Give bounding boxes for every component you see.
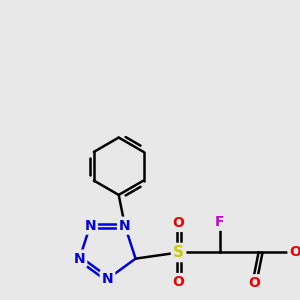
Text: O: O: [173, 216, 184, 230]
Text: N: N: [84, 219, 96, 232]
Text: N: N: [119, 219, 131, 232]
Text: O: O: [290, 245, 300, 260]
Text: F: F: [215, 215, 224, 229]
Text: O: O: [173, 275, 184, 289]
Text: N: N: [74, 252, 85, 266]
Text: S: S: [173, 245, 184, 260]
Text: N: N: [102, 272, 113, 286]
Text: O: O: [248, 276, 260, 290]
